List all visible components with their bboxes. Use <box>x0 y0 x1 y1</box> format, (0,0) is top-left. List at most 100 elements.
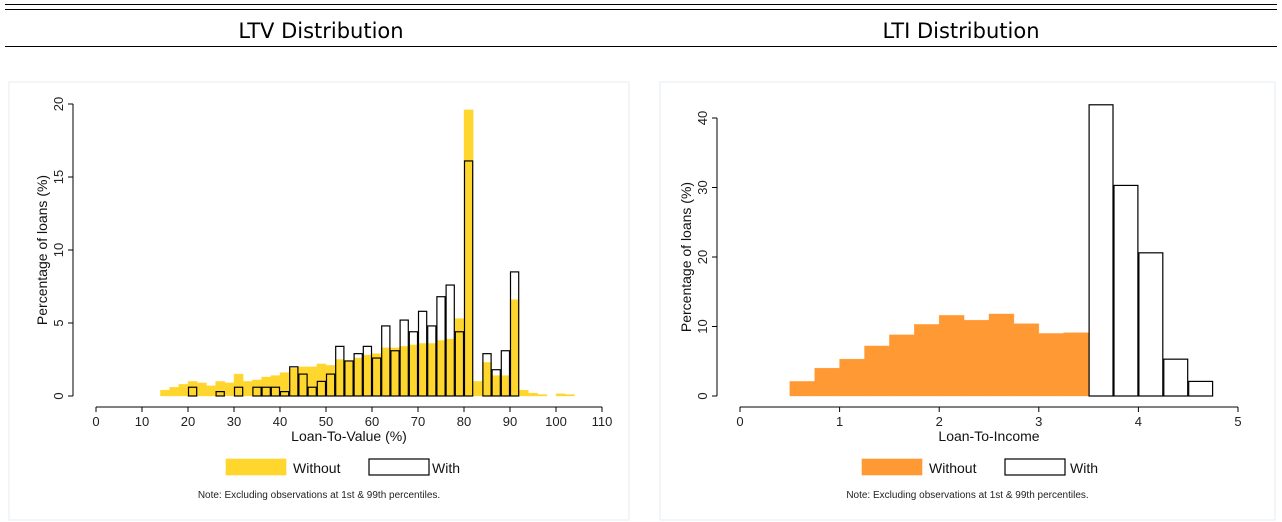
lti-bar-without <box>938 315 965 397</box>
ltv-bar-without <box>307 366 318 397</box>
ltv-bar-with <box>353 353 363 397</box>
ltv-bar-with <box>445 284 455 397</box>
ltv-x-tick-label: 100 <box>545 414 567 429</box>
ltv-x-tick-label: 80 <box>457 414 471 429</box>
top-rule-upper <box>5 4 1277 5</box>
ltv-bar-with <box>289 366 299 397</box>
ltv-bar-with <box>215 391 225 397</box>
lti-y-tick-label: 0 <box>695 392 710 399</box>
ltv-column-title: LTV Distribution <box>238 19 404 43</box>
ltv-bar-with <box>307 386 317 397</box>
ltv-bar-without <box>518 389 529 397</box>
lti-legend-swatch-without <box>861 458 923 476</box>
ltv-bar-without <box>334 359 345 397</box>
ltv-y-tick-label: 0 <box>51 392 66 399</box>
ltv-bar-with <box>298 373 308 397</box>
ltv-bar-without <box>298 366 308 397</box>
lti-bar-without <box>789 381 815 397</box>
lti-x-axis-label: Loan-To-Income <box>938 428 1039 444</box>
ltv-bar-without <box>353 357 364 397</box>
lti-bar-without <box>988 313 1015 397</box>
ltv-bar-without <box>408 344 419 397</box>
ltv-bar-with <box>509 271 520 397</box>
ltv-x-axis-label: Loan-To-Value (%) <box>291 428 407 444</box>
ltv-bar-without <box>325 365 336 397</box>
ltv-bar-with <box>417 310 428 397</box>
lti-y-tick-label: 10 <box>695 319 710 333</box>
ltv-bar-without <box>169 386 180 397</box>
ltv-bar-with <box>463 160 474 397</box>
ltv-bar-without <box>270 375 281 397</box>
ltv-bar-without <box>178 384 189 397</box>
ltv-bar-without <box>344 360 354 397</box>
top-rule-lower <box>5 9 1277 10</box>
ltv-bar-without <box>482 362 492 397</box>
ltv-bar-with <box>187 386 198 397</box>
ltv-bar-with <box>482 353 492 397</box>
ltv-x-tick-label: 10 <box>135 414 149 429</box>
ltv-bar-without <box>454 318 465 397</box>
ltv-legend-label-without: Without <box>293 460 341 476</box>
ltv-bar-without <box>426 343 437 397</box>
ltv-y-tick-label: 20 <box>51 97 66 111</box>
ltv-bar-without <box>463 109 474 397</box>
ltv-bar-with <box>454 331 465 397</box>
ltv-legend-swatch-without <box>225 458 287 476</box>
ltv-bar-without <box>537 394 548 397</box>
ltv-y-axis-label: Percentage of loans (%) <box>34 175 50 325</box>
ltv-bar-without <box>564 394 575 397</box>
ltv-bar-without <box>160 389 170 397</box>
ltv-bar-without <box>206 385 216 397</box>
lti-x-tick-label: 3 <box>1035 414 1042 429</box>
ltv-bar-with <box>270 386 281 397</box>
ltv-bar-without <box>555 393 566 397</box>
lti-bar-with <box>1188 380 1214 397</box>
lti-bar-without <box>839 358 865 397</box>
ltv-x-tick-label: 30 <box>227 414 241 429</box>
lti-y-tick-label: 20 <box>695 250 710 264</box>
ltv-bar-without <box>380 347 391 397</box>
ltv-y-tick-label: 15 <box>51 170 66 184</box>
ltv-bar-with <box>399 319 409 397</box>
lti-x-tick-label: 5 <box>1234 414 1241 429</box>
ltv-bar-without <box>252 379 262 397</box>
ltv-bar-without <box>500 375 511 397</box>
ltv-x-tick-label: 70 <box>411 414 425 429</box>
ltv-bar-without <box>436 340 446 397</box>
lti-column-title: LTI Distribution <box>882 19 1040 43</box>
ltv-bar-with <box>325 373 336 397</box>
ltv-legend-label-with: With <box>432 460 460 476</box>
ltv-bar-without <box>472 381 483 397</box>
ltv-panel-frame <box>8 81 630 521</box>
lti-legend-label-without: Without <box>929 460 977 476</box>
ltv-bar-without <box>187 381 198 397</box>
lti-bar-without <box>913 324 940 397</box>
ltv-bar-with <box>500 350 511 397</box>
ltv-bar-with <box>371 357 382 397</box>
lti-bar-without <box>889 334 915 397</box>
ltv-x-tick-label: 90 <box>503 414 517 429</box>
ltv-bar-without <box>233 373 244 397</box>
ltv-bar-with <box>362 345 373 397</box>
lti-legend-swatch-with <box>1004 458 1066 476</box>
lti-bar-with <box>1163 358 1189 397</box>
ltv-bar-without <box>417 343 428 397</box>
lti-bar-with <box>1113 184 1139 397</box>
ltv-x-tick-label: 60 <box>365 414 379 429</box>
ltv-bar-without <box>224 382 235 397</box>
ltv-x-tick-label: 0 <box>92 414 99 429</box>
ltv-bar-without <box>491 375 502 397</box>
lti-bar-with <box>1088 104 1114 397</box>
ltv-y-tick-label: 10 <box>51 243 66 257</box>
ltv-bar-without <box>399 346 410 397</box>
ltv-note: Note: Excluding observations at 1st & 99… <box>198 490 440 501</box>
ltv-bar-without <box>279 372 290 397</box>
ltv-legend-swatch-with <box>368 458 430 476</box>
ltv-bar-without <box>215 381 226 397</box>
ltv-x-tick-label: 110 <box>592 414 613 429</box>
ltv-bar-with <box>408 331 419 397</box>
ltv-bar-without <box>242 381 253 397</box>
lti-x-tick-label: 1 <box>836 414 843 429</box>
ltv-bar-with <box>279 391 290 397</box>
lti-bar-with <box>1138 252 1164 397</box>
